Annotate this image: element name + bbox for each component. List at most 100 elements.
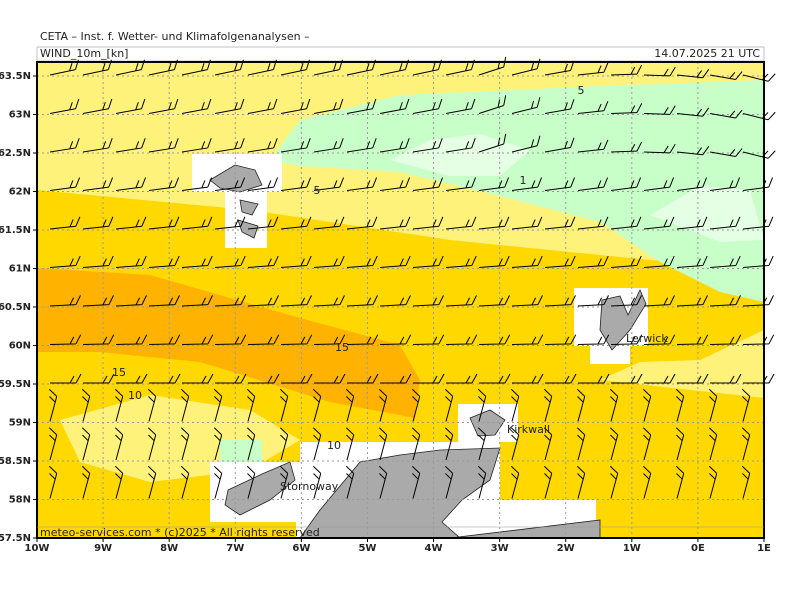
wind-barb [576, 465, 586, 499]
barb-shaft [214, 138, 245, 153]
barb-shaft [412, 295, 444, 307]
barb-shaft [511, 216, 543, 230]
barb-shaft [511, 255, 543, 268]
wind-barb [577, 101, 609, 114]
barb-shaft [247, 98, 278, 114]
wind-barb [444, 427, 454, 461]
barb-shaft [643, 143, 676, 154]
lon-label: 9W [94, 543, 112, 554]
barb-shaft [81, 388, 91, 422]
wind-barb [676, 334, 709, 345]
lat-label: 62N [9, 187, 31, 198]
barb-shaft [741, 427, 751, 461]
barb-shaft [346, 255, 378, 268]
barb-shaft [411, 427, 421, 461]
barb-shaft [83, 373, 115, 384]
wind-barb [148, 334, 181, 345]
barb-shaft [411, 388, 421, 422]
barb-shaft [610, 295, 642, 307]
wind-barb [643, 143, 676, 154]
barb-shaft [50, 373, 82, 384]
wind-barb [148, 98, 179, 114]
barb-shaft [444, 465, 454, 499]
wind-barb [313, 98, 344, 114]
barb-shaft [280, 255, 312, 268]
wind-barb [214, 138, 245, 153]
wind-barb [511, 58, 541, 76]
barb-shaft [709, 295, 741, 307]
barb-shaft [247, 216, 279, 230]
barb-shaft [115, 295, 147, 307]
barb-shaft [510, 465, 520, 499]
barb-shaft [82, 138, 113, 153]
barb-shaft [48, 427, 58, 461]
barb-shaft [545, 373, 577, 384]
barb-shaft [213, 388, 223, 422]
wind-barb [676, 107, 710, 117]
barb-shaft [82, 255, 114, 268]
barb-shaft [314, 373, 346, 384]
barb-shaft [82, 216, 114, 230]
barb-shaft [543, 427, 553, 461]
wind-barb [478, 295, 510, 307]
barb-shaft [543, 388, 553, 422]
wind-barb [346, 255, 378, 268]
wind-barb [512, 373, 544, 384]
barb-shaft [346, 295, 378, 307]
wind-barb [378, 388, 388, 422]
barb-shaft [82, 334, 115, 345]
wind-barb [411, 465, 421, 499]
header-title: CETA – Inst. f. Wetter- und Klimafolgena… [40, 30, 310, 43]
barb-shaft [577, 101, 609, 114]
wind-barb [643, 105, 676, 115]
barb-shaft [280, 216, 312, 230]
wind-barb [710, 373, 742, 384]
barb-shaft [610, 177, 642, 191]
wind-barb [511, 255, 543, 268]
wind-barb [413, 373, 445, 384]
wind-barb [214, 334, 247, 345]
contour-label: 5 [314, 184, 321, 197]
wind-barb [148, 138, 179, 153]
barb-shaft [643, 295, 675, 307]
barb-shaft [544, 216, 576, 230]
barb-shaft [115, 334, 148, 345]
barb-shaft [346, 177, 378, 191]
wind-barb [412, 334, 445, 345]
barb-shaft [148, 177, 180, 191]
wind-barb [346, 216, 378, 230]
barb-shaft [709, 177, 741, 191]
wind-barb [445, 177, 477, 191]
barb-shaft [214, 216, 246, 230]
barb-shaft [510, 427, 520, 461]
wind-barb [709, 71, 743, 81]
barb-shaft [379, 295, 411, 307]
barb-shaft [346, 138, 377, 153]
barb-shaft [611, 373, 643, 384]
wind-barb [577, 295, 609, 307]
barb-shaft [412, 177, 444, 191]
barb-shaft [478, 295, 510, 307]
lat-label: 60.5N [0, 302, 31, 313]
barb-shaft [576, 465, 586, 499]
wind-barb [49, 255, 81, 268]
barb-shaft [676, 216, 708, 230]
wind-barb [544, 334, 577, 345]
barb-shaft [544, 334, 577, 345]
wind-barb [644, 373, 676, 384]
wind-barb [676, 177, 708, 191]
wind-barb [708, 388, 718, 422]
lon-label: 10W [25, 543, 50, 554]
barb-shaft [280, 138, 311, 153]
barb-shaft [246, 427, 256, 461]
barb-shaft [181, 295, 213, 307]
barb-shaft [478, 334, 511, 345]
barb-shaft [214, 177, 246, 191]
wind-barb [544, 216, 576, 230]
barb-shaft [412, 334, 445, 345]
barb-shaft [444, 427, 454, 461]
wind-barb [280, 98, 311, 114]
wind-barb [478, 334, 511, 345]
barb-shaft [412, 216, 444, 230]
barb-shaft [347, 373, 379, 384]
